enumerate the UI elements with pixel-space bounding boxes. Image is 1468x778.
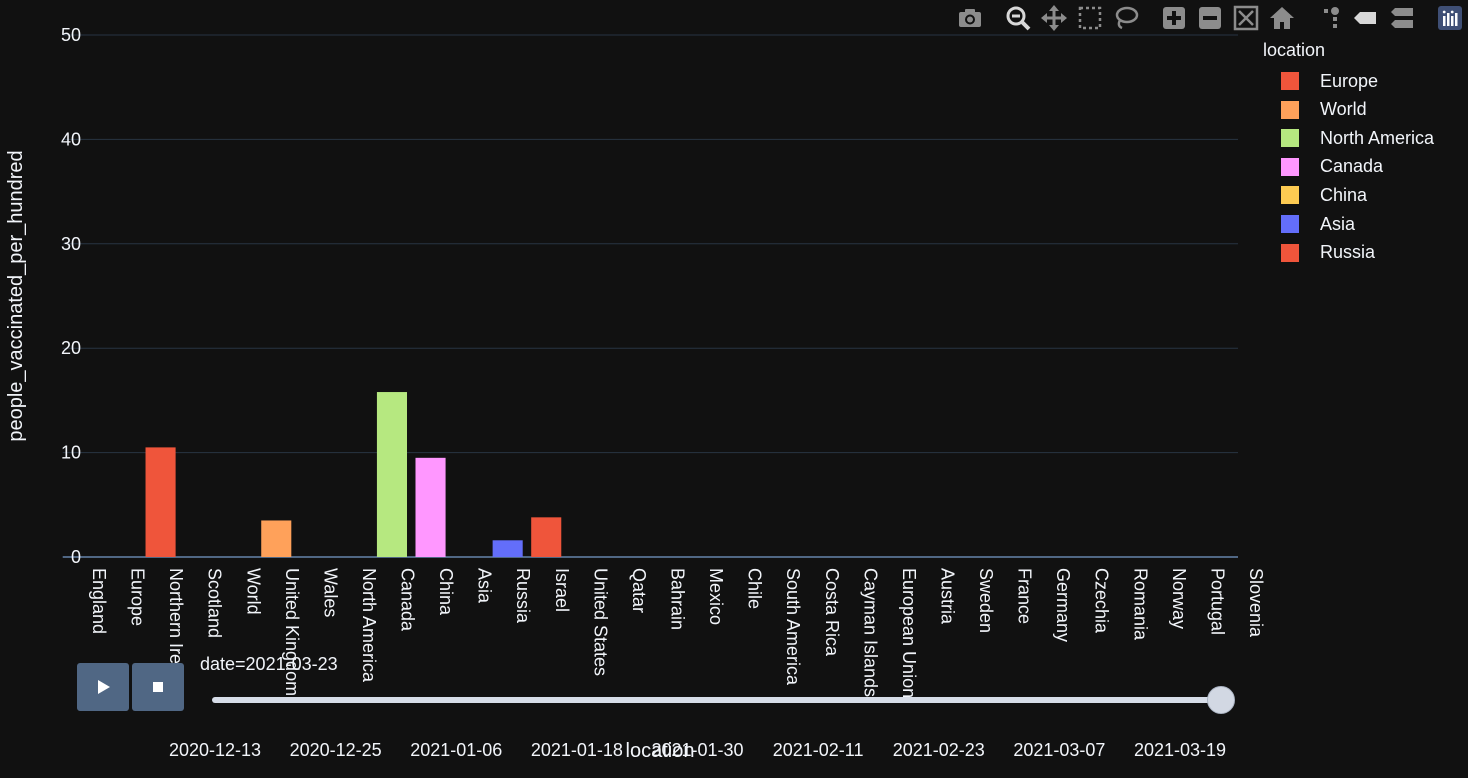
legend-label: China bbox=[1320, 184, 1368, 205]
legend-item[interactable]: Asia bbox=[1281, 210, 1355, 238]
legend-swatch bbox=[1281, 243, 1299, 262]
stop-button[interactable] bbox=[132, 663, 184, 711]
y-axis-title: people_vaccinated_per_hundred bbox=[5, 150, 27, 441]
x-tick-label: France bbox=[1015, 568, 1035, 624]
slider-tick-label: 2020-12-25 bbox=[289, 740, 382, 760]
legend-label: North America bbox=[1320, 127, 1435, 148]
hover-closest-icon[interactable] bbox=[1352, 4, 1380, 32]
slider-tick-label: 2021-03-07 bbox=[1013, 740, 1106, 760]
x-tick-label: Israel bbox=[552, 568, 572, 612]
lasso-icon[interactable] bbox=[1112, 4, 1140, 32]
x-tick-label: Scotland bbox=[205, 568, 225, 638]
legend: location Europe World North America Canada C… bbox=[1263, 40, 1434, 262]
legend-label: World bbox=[1320, 99, 1367, 120]
y-tick-label: 30 bbox=[61, 234, 81, 254]
y-tick-label: 40 bbox=[61, 129, 81, 149]
x-tick-label: China bbox=[436, 568, 456, 616]
legend-item[interactable]: Europe bbox=[1281, 67, 1378, 95]
y-tick-label: 50 bbox=[61, 25, 81, 45]
stop-icon bbox=[153, 682, 163, 692]
legend-swatch bbox=[1281, 157, 1299, 176]
legend-swatch bbox=[1281, 186, 1299, 205]
bar-canada[interactable] bbox=[415, 457, 446, 557]
play-icon bbox=[98, 680, 110, 694]
legend-label: Russia bbox=[1320, 242, 1376, 263]
x-tick-label: Russia bbox=[513, 568, 533, 624]
legend-item[interactable]: Russia bbox=[1281, 239, 1375, 267]
zoom-in-icon[interactable] bbox=[1160, 4, 1188, 32]
date-slider-track[interactable] bbox=[212, 697, 1226, 703]
x-tick-label: Norway bbox=[1169, 568, 1189, 629]
slider-current-value: date=2021-03-23 bbox=[200, 654, 338, 674]
slider-tick-label: 2021-01-18 bbox=[530, 740, 623, 760]
x-tick-label: Bahrain bbox=[668, 568, 688, 630]
legend-swatch bbox=[1281, 215, 1299, 233]
slider-tick-label: 2021-03-19 bbox=[1133, 740, 1227, 760]
x-tick-label: Germany bbox=[1053, 568, 1073, 642]
x-tick-label: Europe bbox=[128, 568, 148, 626]
x-tick-label: Qatar bbox=[629, 568, 649, 613]
x-tick-label: Costa Rica bbox=[822, 568, 842, 657]
x-tick-label: Chile bbox=[745, 568, 765, 609]
x-tick-label: England bbox=[89, 568, 109, 634]
x-tick-label: World bbox=[243, 568, 263, 615]
x-tick-label: Mexico bbox=[706, 568, 726, 625]
camera-icon[interactable] bbox=[956, 4, 984, 32]
legend-swatch bbox=[1281, 100, 1299, 119]
legend-item[interactable]: Canada bbox=[1281, 153, 1383, 181]
slider-tick-label: 2021-02-11 bbox=[772, 740, 864, 760]
slider-tick-label: 2021-01-30 bbox=[651, 740, 744, 760]
slider-tick-label: 2020-12-13 bbox=[168, 740, 262, 760]
plotly-logo-icon[interactable] bbox=[1436, 4, 1464, 32]
x-tick-label: Canada bbox=[398, 568, 418, 632]
reset-axes-icon[interactable] bbox=[1268, 4, 1296, 32]
x-tick-label: Asia bbox=[475, 568, 495, 604]
x-tick-label: Sweden bbox=[976, 568, 996, 633]
pan-icon[interactable] bbox=[1040, 4, 1068, 32]
legend-item[interactable]: China bbox=[1281, 181, 1367, 209]
zoom-icon[interactable] bbox=[1004, 4, 1032, 32]
y-tick-label: 10 bbox=[61, 443, 81, 463]
x-tick-label: United States bbox=[590, 568, 610, 676]
x-tick-label: Portugal bbox=[1207, 568, 1227, 635]
slider-tick-label: 2021-02-23 bbox=[892, 740, 985, 760]
x-tick-label: North America bbox=[359, 568, 379, 683]
x-tick-label: South America bbox=[783, 568, 803, 686]
zoom-out-icon[interactable] bbox=[1196, 4, 1224, 32]
x-tick-label: European Union bbox=[899, 568, 919, 698]
bar-north-america[interactable] bbox=[376, 392, 408, 557]
hover-compare-icon[interactable] bbox=[1388, 4, 1416, 32]
bar-world[interactable] bbox=[261, 520, 292, 557]
bar-asia[interactable] bbox=[492, 540, 523, 557]
x-tick-label: Austria bbox=[937, 568, 957, 625]
slider-tick-label: 2021-01-06 bbox=[410, 740, 503, 760]
x-tick-label: United Kingdom bbox=[282, 568, 302, 696]
legend-item[interactable]: North America bbox=[1281, 124, 1434, 152]
y-tick-label: 0 bbox=[71, 547, 81, 567]
play-button[interactable] bbox=[77, 663, 129, 711]
legend-swatch bbox=[1281, 72, 1299, 90]
legend-item[interactable]: World bbox=[1281, 96, 1367, 124]
y-tick-label: 20 bbox=[61, 338, 81, 358]
date-slider-handle[interactable] bbox=[1207, 686, 1235, 714]
x-tick-label: Czechia bbox=[1092, 568, 1112, 634]
x-tick-label: Slovenia bbox=[1246, 568, 1266, 638]
autoscale-icon[interactable] bbox=[1232, 4, 1260, 32]
x-tick-label: Wales bbox=[320, 568, 340, 617]
bar-russia[interactable] bbox=[531, 517, 562, 557]
legend-label: Europe bbox=[1320, 70, 1379, 91]
x-tick-label: Cayman Islands bbox=[860, 568, 880, 697]
legend-swatch bbox=[1281, 129, 1299, 148]
legend-label: Canada bbox=[1320, 156, 1384, 177]
spike-lines-icon[interactable] bbox=[1316, 4, 1344, 32]
bar-europe[interactable] bbox=[145, 447, 176, 557]
box-select-icon[interactable] bbox=[1076, 4, 1104, 32]
x-tick-label: Romania bbox=[1130, 568, 1150, 641]
legend-label: Asia bbox=[1320, 213, 1356, 234]
legend-title: location bbox=[1263, 40, 1326, 60]
